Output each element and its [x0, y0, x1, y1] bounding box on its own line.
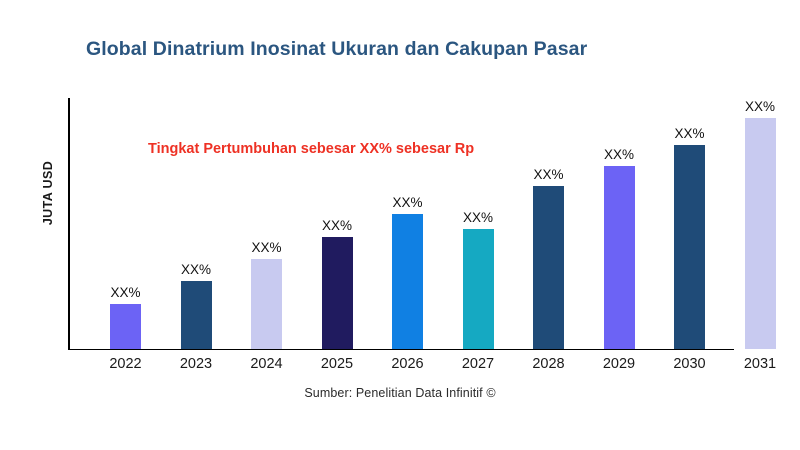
bar-value-label-2024: XX%: [251, 239, 282, 255]
bar-2029[interactable]: XX%: [603, 140, 635, 349]
bar-2022[interactable]: XX%: [110, 278, 141, 349]
bar-rect-2029[interactable]: [603, 165, 635, 349]
bar-rect-2028[interactable]: [533, 185, 564, 349]
bar-2027[interactable]: XX%: [462, 203, 494, 349]
bar-value-label-2031: XX%: [744, 98, 776, 114]
x-tick-2025: 2025: [320, 356, 354, 372]
x-tick-2027: 2027: [461, 356, 495, 372]
bar-rect-2025[interactable]: [321, 236, 353, 349]
bar-value-label-2028: XX%: [533, 166, 564, 182]
bar-rect-2024[interactable]: [251, 258, 282, 349]
y-axis-line: [68, 98, 70, 350]
x-tick-2024: 2024: [250, 356, 283, 372]
x-tick-2030: 2030: [673, 356, 706, 372]
bar-value-label-2029: XX%: [603, 146, 635, 162]
bar-2024[interactable]: XX%: [251, 233, 282, 349]
bar-rect-2026[interactable]: [392, 213, 423, 349]
bar-2025[interactable]: XX%: [321, 211, 353, 349]
x-tick-2028: 2028: [532, 356, 565, 372]
y-axis-label: JUTA USD: [41, 160, 55, 226]
plot-area: XX% XX% XX% XX% XX% XX% XX% XX% XX% XX%: [68, 98, 800, 350]
bar-rect-2022[interactable]: [110, 303, 141, 349]
bar-value-label-2023: XX%: [180, 261, 212, 277]
bar-value-label-2027: XX%: [462, 209, 494, 225]
source-note: Sumber: Penelitian Data Infinitif ©: [304, 386, 496, 400]
bar-2030[interactable]: XX%: [674, 119, 705, 349]
bar-value-label-2026: XX%: [392, 194, 423, 210]
bar-value-label-2022: XX%: [110, 284, 141, 300]
bar-value-label-2025: XX%: [321, 217, 353, 233]
bar-rect-2023[interactable]: [180, 280, 212, 349]
page-title: Global Dinatrium Inosinat Ukuran dan Cak…: [86, 38, 588, 60]
x-tick-2026: 2026: [391, 356, 424, 372]
bar-2026[interactable]: XX%: [392, 188, 423, 349]
bar-2031[interactable]: XX%: [744, 92, 776, 349]
x-tick-2029: 2029: [602, 356, 636, 372]
x-tick-2031: 2031: [743, 356, 777, 372]
x-tick-2023: 2023: [179, 356, 213, 372]
x-tick-2022: 2022: [109, 356, 142, 372]
growth-rate-annotation: Tingkat Pertumbuhan sebesar XX% sebesar …: [148, 141, 475, 157]
bar-rect-2031[interactable]: [744, 117, 776, 349]
x-axis-line: [68, 348, 734, 351]
bar-rect-2030[interactable]: [674, 144, 705, 349]
bar-2023[interactable]: XX%: [180, 255, 212, 349]
bar-rect-2027[interactable]: [462, 228, 494, 349]
bar-2028[interactable]: XX%: [533, 160, 564, 349]
bar-value-label-2030: XX%: [674, 125, 705, 141]
